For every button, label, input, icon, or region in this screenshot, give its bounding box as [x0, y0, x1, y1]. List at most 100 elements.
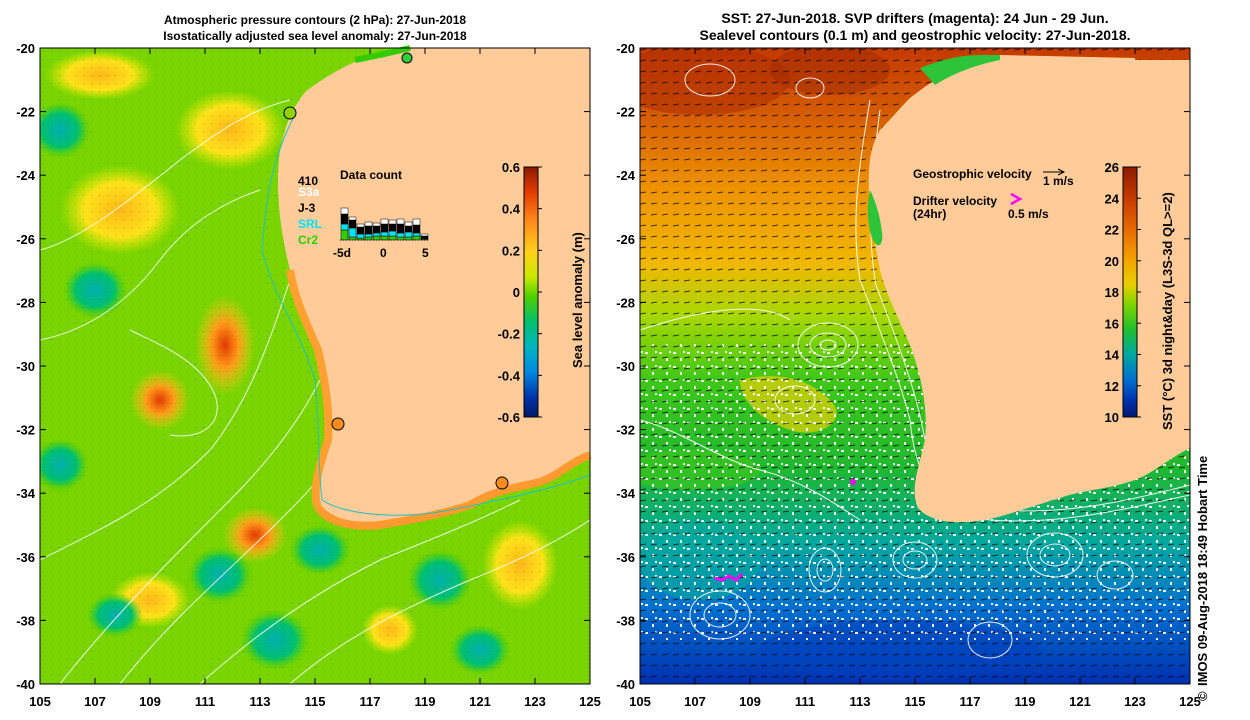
sla-colorbar-tick-label: 0 [513, 285, 520, 300]
left-xtick-label: 111 [195, 694, 215, 709]
histogram-bar-segment [356, 233, 365, 239]
histogram-bar-segment [420, 235, 429, 240]
australia-land-right [868, 55, 1190, 523]
left-xtick-label: 115 [305, 694, 326, 709]
drifter-arrow [1010, 192, 1023, 206]
left-ytick-label: -38 [16, 613, 35, 628]
sla-colorbar-tick-label: 0.6 [502, 160, 520, 175]
left-xtick-label: 109 [139, 694, 161, 709]
mission-label-srl: SRL [298, 217, 322, 231]
sla-colorbar-ticks: 0.6 0.4 0.2 0 -0.2 -0.4 -0.6 [498, 160, 542, 425]
sst-colorbar-tick-label: 12 [1105, 379, 1119, 394]
histogram-bar-segment [412, 235, 421, 241]
histogram-bar-segment [364, 233, 373, 238]
sst-colorbar-tick-label: 24 [1105, 191, 1120, 206]
velocity-legend: Geostrophic velocity 1 m/s Drifter veloc… [913, 167, 1074, 221]
left-title-line2: Isostatically adjusted sea level anomaly… [163, 29, 467, 43]
right-xtick-label: 109 [739, 694, 761, 709]
australia-land-left [278, 48, 590, 526]
right-ytick-label: -32 [616, 423, 635, 438]
histogram-bar-segment [404, 221, 413, 227]
histogram-bar-segment [396, 232, 405, 238]
north-coast-green [354, 45, 411, 63]
mission-label-cr2: Cr2 [298, 233, 318, 247]
histogram-bar-segment [364, 221, 373, 227]
data-count-histogram [340, 207, 429, 241]
imos-credit: IMOS 09-Aug-2018 18:49 Hobart Time [1195, 456, 1210, 686]
right-ytick-label: -30 [616, 359, 635, 374]
drifter-marker [850, 479, 856, 485]
sla-colorbar [523, 166, 539, 418]
shelf-contour-left [261, 114, 591, 516]
left-ytick-label: -22 [16, 105, 35, 120]
data-count-inset: 410 S3a J-3 SRL Cr2 Data count -5d 0 5 [298, 168, 429, 260]
histogram-bar-segment [404, 225, 413, 233]
histogram-bar-segment [396, 223, 405, 234]
right-xtick-label: 119 [1015, 694, 1036, 709]
histogram-bar-segment [372, 232, 381, 237]
coastline-anomaly-band [314, 451, 592, 530]
sla-colorbar-tick-label: 0.2 [502, 243, 520, 258]
geostrophic-arrow-head [1057, 168, 1066, 176]
histogram-bar-segment [412, 232, 421, 237]
histogram-bar-segment [356, 223, 365, 228]
right-ytick-label: -28 [616, 295, 635, 310]
mission-label-j3: J-3 [298, 201, 316, 215]
sla-colorbar-tick-label: 0.4 [502, 202, 521, 217]
left-ytick-label: -34 [16, 486, 36, 501]
left-ytick-label: -32 [16, 423, 35, 438]
right-xtick-label: 111 [795, 694, 815, 709]
sst-colorbar-tick-label: 20 [1105, 254, 1119, 269]
drifter-track [714, 572, 744, 582]
left-xtick-label: 119 [415, 694, 436, 709]
histogram-bar-segment [340, 223, 349, 231]
geostrophic-speed: 1 m/s [1043, 174, 1074, 188]
sst-colorbar-ticks: 26 24 22 20 18 16 14 12 10 [1105, 160, 1141, 425]
histogram-bar-segment [380, 231, 389, 237]
right-ytick-label: -22 [616, 105, 635, 120]
right-title-line1: SST: 27-Jun-2018. SVP drifters (magenta)… [721, 10, 1109, 26]
left-ytick-label: -26 [16, 232, 35, 247]
histogram-bar-segment [340, 207, 349, 215]
drifter-velocity-sublabel: (24hr) [913, 207, 946, 221]
sst-colorbar-tick-label: 22 [1105, 223, 1119, 238]
right-xtick-label: 121 [1069, 694, 1091, 709]
west-coast-band [286, 269, 333, 510]
left-ytick-label: -36 [16, 550, 35, 565]
left-ytick-label: -40 [16, 677, 35, 692]
sst-colorbar [1122, 166, 1138, 418]
left-ytick-label: -28 [16, 295, 35, 310]
right-xtick-label: 117 [960, 694, 981, 709]
shark-bay-sst [867, 190, 883, 246]
histogram-bar-segment [380, 235, 389, 241]
right-xtick-label: 125 [1179, 694, 1201, 709]
histogram-bar-segment [388, 235, 397, 241]
hist-xlabel-0: 0 [380, 246, 387, 260]
right-axis-ticks: 105 107 109 111 113 115 117 119 121 123 125 -20 -22 -… [616, 41, 1201, 709]
histogram-bar-segment [412, 218, 421, 226]
left-xtick-label: 125 [579, 694, 601, 709]
sla-colorbar-tick-label: -0.2 [498, 327, 520, 342]
right-xtick-label: 123 [1124, 694, 1146, 709]
histogram-bar-segment [340, 213, 349, 225]
left-xtick-label: 117 [360, 694, 381, 709]
geostrophic-velocity-label: Geostrophic velocity [913, 167, 1032, 181]
tide-gauge-marker [283, 106, 297, 120]
histogram-bar-segment [372, 235, 381, 241]
north-coast-sst [920, 55, 1000, 85]
tide-gauge-marker [401, 52, 413, 64]
histogram-bar-segment [420, 233, 429, 237]
sst-colorbar-tick-label: 26 [1105, 160, 1119, 175]
left-axis-ticks: 105 107 109 111 113 115 117 119 121 123 125 -20 -22 -… [16, 41, 601, 709]
right-ytick-label: -40 [616, 677, 635, 692]
left-xtick-label: 123 [524, 694, 546, 709]
left-ytick-label: -30 [16, 359, 35, 374]
right-ytick-label: -38 [616, 613, 635, 628]
histogram-bar-segment [348, 227, 357, 238]
left-ytick-label: -24 [16, 168, 36, 183]
histogram-bar-segment [348, 216, 357, 221]
drifter-speed: 0.5 m/s [1008, 207, 1049, 221]
mission-label-s3a: S3a [298, 185, 320, 199]
data-count-title: Data count [340, 168, 402, 182]
